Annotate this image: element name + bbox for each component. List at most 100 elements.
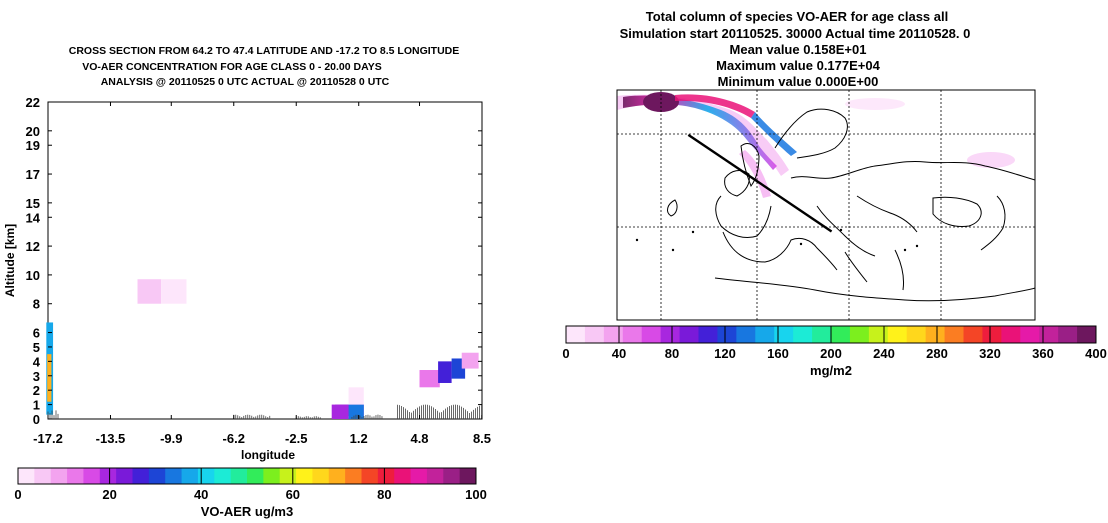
colorbar-segment	[717, 326, 737, 343]
left-title-line-3: ANALYSIS @ 20110525 0 UTC ACTUAL @ 20110…	[101, 76, 390, 88]
colorbar-segment	[67, 468, 84, 484]
plume-band	[675, 94, 755, 118]
colorbar-segment	[132, 468, 150, 484]
colorbar-segment	[197, 468, 215, 484]
y-tick-label: 10	[26, 268, 40, 283]
colorbar-segment	[698, 326, 718, 343]
colorbar-segment	[148, 468, 166, 484]
left-colorbar: 0 20 40 60 80 100 VO-AER ug/m3	[14, 467, 487, 519]
island-dot	[635, 238, 639, 242]
coastline	[774, 108, 848, 159]
x-tick-label: -2.5	[285, 431, 307, 446]
colorbar-segment	[459, 468, 477, 484]
left-title: CROSS SECTION FROM 64.2 TO 47.4 LATITUDE…	[69, 45, 460, 88]
plume-patch	[845, 98, 905, 110]
colorbar-segment	[1058, 326, 1078, 343]
colorbar-tick-label: 0	[562, 346, 569, 361]
plot-frame	[47, 101, 483, 420]
y-tick-label: 0	[33, 412, 40, 427]
right-title-line-4: Maximum value 0.177E+04	[716, 58, 880, 73]
map-content	[617, 90, 1035, 320]
coastline	[740, 143, 760, 188]
colorbar-segment	[925, 326, 946, 343]
y-axis-label: Altitude [km]	[3, 224, 17, 297]
colorbar-segment	[584, 326, 605, 343]
plume-core	[623, 95, 777, 170]
orography-block	[397, 404, 482, 419]
colorbar-segment	[1039, 326, 1059, 343]
y-tick-label: 1	[33, 398, 40, 413]
coastline	[715, 195, 772, 239]
colorbar-unit-label: mg/m2	[810, 363, 852, 378]
colorbar-segment	[296, 468, 313, 484]
colorbar-segment	[887, 326, 908, 343]
island-dot	[915, 244, 919, 248]
colorbar-segment	[181, 468, 199, 484]
left-title-line-1: CROSS SECTION FROM 64.2 TO 47.4 LATITUDE…	[69, 45, 460, 57]
colorbar-segment	[944, 326, 964, 343]
concentration-cell	[461, 352, 479, 369]
y-tick-label: 12	[26, 239, 40, 254]
colorbar-tick-label: 240	[873, 346, 895, 361]
y-tick-label: 17	[26, 167, 40, 182]
concentration-cell	[331, 404, 349, 419]
colorbar-segment	[679, 326, 699, 343]
colorbar-segment	[18, 468, 35, 484]
colorbar-tick-label: 40	[612, 346, 626, 361]
colorbar-segment	[963, 326, 983, 343]
colorbar-segment	[116, 468, 133, 484]
right-title-line-5: Minimum value 0.000E+00	[718, 74, 879, 89]
coastline	[856, 195, 918, 233]
y-tick-label: 22	[26, 95, 40, 110]
colorbar-segment	[641, 326, 662, 343]
colorbar-segment	[410, 468, 428, 484]
colorbar-segment	[50, 468, 68, 484]
left-title-line-2: VO-AER CONCENTRATION FOR AGE CLASS 0 - 2…	[82, 61, 382, 73]
colorbar-segment	[247, 468, 264, 484]
colorbar-segment	[328, 468, 346, 484]
y-tick-label: 15	[26, 196, 40, 211]
y-tick-label: 4	[33, 354, 41, 369]
right-title-line-1: Total column of species VO-AER for age c…	[646, 9, 948, 24]
orography-block	[351, 414, 383, 419]
colorbar-segment	[831, 326, 851, 343]
colorbar-tick-label: 120	[714, 346, 736, 361]
island-dot	[903, 248, 907, 252]
colorbar-segment	[736, 326, 756, 343]
colorbar-segment	[34, 468, 52, 484]
island-dot	[691, 230, 695, 234]
x-tick-label: 8.5	[473, 431, 491, 446]
colorbar-segment	[868, 326, 889, 343]
right-title-line-3: Mean value 0.158E+01	[730, 42, 867, 57]
colorbar-tick-label: 20	[102, 487, 116, 502]
coastline	[816, 205, 876, 257]
x-tick-label: -13.5	[96, 431, 126, 446]
colorbar-segment	[230, 468, 248, 484]
colorbar-segment	[566, 326, 586, 343]
concentration-cell	[47, 354, 52, 402]
right-title: Total column of species VO-AER for age c…	[620, 9, 971, 89]
colorbar-segment	[263, 468, 281, 484]
colorbar-segment	[906, 326, 927, 343]
colorbar-segment	[214, 468, 232, 484]
colorbar-tick-label: 60	[286, 487, 300, 502]
y-tick-label: 8	[33, 297, 40, 312]
colorbar-tick-label: 160	[767, 346, 789, 361]
coastline	[667, 199, 678, 217]
concentration-cell	[137, 279, 162, 304]
colorbar-tick-label: 280	[926, 346, 948, 361]
colorbar-segment	[1020, 326, 1040, 343]
colorbar-segment	[1001, 326, 1021, 343]
europe-map	[616, 89, 1036, 321]
colorbar-tick-label: 320	[979, 346, 1001, 361]
x-tick-label: 1.2	[350, 431, 368, 446]
y-tick-label: 19	[26, 138, 40, 153]
coastline	[722, 231, 838, 271]
colorbar-segment	[793, 326, 813, 343]
colorbar-segment	[361, 468, 379, 484]
colorbar-segment	[165, 468, 183, 484]
colorbar-segment	[622, 326, 643, 343]
island-dot	[839, 228, 843, 232]
colorbar-tick-label: 360	[1032, 346, 1054, 361]
